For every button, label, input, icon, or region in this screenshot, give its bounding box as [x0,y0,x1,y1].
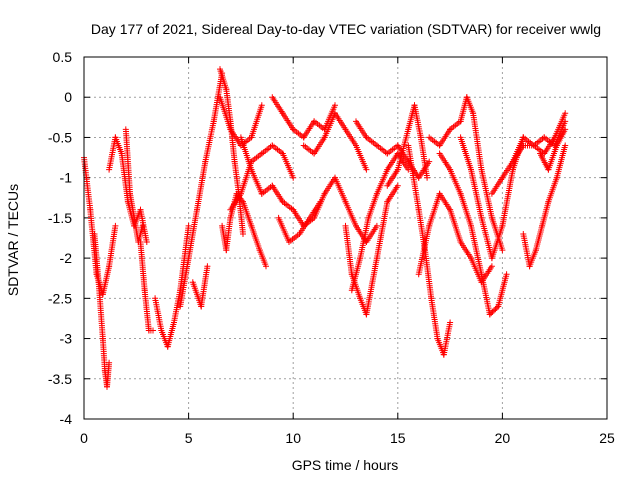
data-point [503,271,510,278]
x-tick-label: 20 [495,430,511,446]
x-tick-label: 0 [80,430,88,446]
data-point [112,222,119,229]
data-point [424,174,431,181]
data-point [290,174,297,181]
series-arc-25 [436,150,510,318]
data-point [204,263,211,270]
data-point [373,222,380,229]
data-point [263,263,269,270]
y-tick-label: -1 [60,170,73,186]
data-point [240,231,246,237]
data-point [363,166,370,173]
series-arc-21 [384,102,431,189]
series-arc-12 [227,142,297,213]
x-tick-label: 25 [599,430,615,446]
series-arc-29 [520,142,569,270]
y-tick-label: -3.5 [48,371,72,387]
data-point [332,102,338,109]
y-tick-label: 0.5 [53,49,73,65]
data-point [486,311,493,318]
series-arc-30 [537,126,569,173]
y-axis-label: SDTVAR / TECUs [5,184,21,296]
y-tick-label: -0.5 [48,129,72,145]
series-arc-5 [137,239,156,334]
data-point [394,182,401,189]
data-point [426,158,433,165]
data-point [491,307,497,314]
data-point [562,118,569,125]
x-tick-label: 5 [185,430,193,446]
y-tick-label: -1.5 [48,210,72,226]
series-arc-20 [353,118,433,181]
data-point [492,306,499,313]
x-axis-label: GPS time / hours [292,457,399,473]
data-point [106,359,113,366]
y-tick-label: -4 [60,411,73,427]
y-tick-label: -2.5 [48,290,72,306]
series-arc-17 [311,174,380,245]
plot-frame [83,56,608,420]
data-point [562,126,569,133]
data-point [489,308,496,315]
x-tick-label: 15 [390,430,406,446]
series-arc-24 [426,94,506,254]
series-arc-2 [91,231,113,390]
series-arc-23 [415,190,495,286]
series-arc-4 [122,126,146,245]
y-tick-label: 0 [64,89,72,105]
series-arc-19 [348,150,412,294]
series-arc-22 [405,142,454,358]
data-point [185,222,192,229]
data-point [488,263,495,270]
series-arc-18 [342,182,401,318]
series-arc-28 [509,118,569,165]
chart-title: Day 177 of 2021, Sidereal Day-to-day VTE… [91,21,601,37]
data-point [143,239,150,245]
data-point [562,142,569,149]
data-point [488,310,495,317]
data-point [499,247,506,254]
series-arc-11 [217,94,265,149]
y-tick-label: -3 [60,331,73,347]
data-point [258,102,265,109]
data-point [493,304,500,311]
data-point [139,222,146,229]
data-point [447,319,454,326]
series-arc-8 [189,263,211,310]
data-point [562,110,569,117]
x-tick-label: 10 [285,430,301,446]
data-point [150,327,156,334]
series-arc-16 [300,110,370,173]
series-arc-6 [152,222,192,350]
y-tick-label: -2 [60,250,73,266]
